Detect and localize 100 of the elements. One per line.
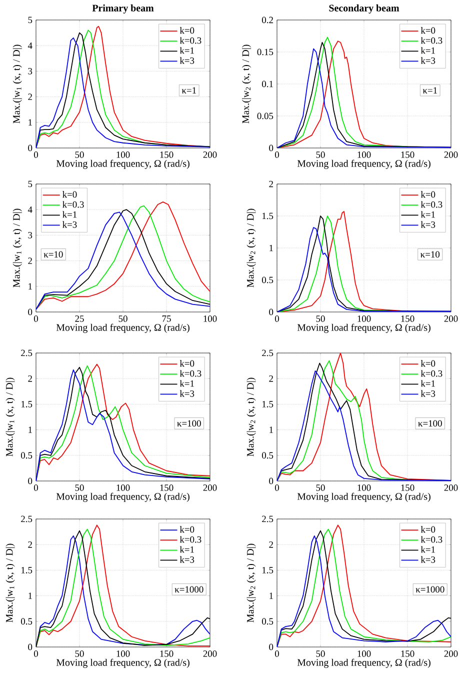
y-tick-label: 2 <box>28 541 32 548</box>
legend-label: k=0.3 <box>180 536 202 543</box>
legend-label: k=0 <box>420 191 436 198</box>
x-tick-label: 0 <box>34 316 38 322</box>
y-tick-label: 1 <box>28 283 32 290</box>
y-axis-title: Max.(|w$_{2}$ (x, t) / D|) <box>246 208 256 288</box>
x-axis-title: Moving load frequency, Ω (rad/s) <box>56 658 190 668</box>
legend-label: k=0.3 <box>420 536 442 543</box>
x-tick-label: 0 <box>34 650 38 657</box>
legend-label: k=3 <box>62 221 77 228</box>
legend-label: k=0 <box>420 526 436 533</box>
y-tick-label: 3 <box>28 232 32 238</box>
y-tick-label: 2 <box>28 375 32 382</box>
chart-title: Primary beam <box>92 4 154 14</box>
x-tick-label: 150 <box>401 152 414 158</box>
y-tick-label: 0.5 <box>262 276 274 284</box>
x-tick-label: 100 <box>358 152 371 158</box>
legend-label: k=1 <box>180 546 194 553</box>
y-axis-title: Max.(|w$_{2}$ (x, t) / D|) <box>246 378 256 456</box>
legend-label: k=0.3 <box>180 370 202 377</box>
y-tick-label: 4 <box>28 206 32 213</box>
y-tick-label: 0.5 <box>262 452 274 459</box>
y-tick-label: 3 <box>28 68 32 74</box>
x-tick-label: 200 <box>444 650 458 657</box>
legend-label: k=0 <box>420 27 436 34</box>
legend-label: k=1 <box>62 211 77 218</box>
legend-label: k=0.3 <box>180 37 202 44</box>
legend-label: k=3 <box>420 556 436 563</box>
y-tick-label: 2 <box>269 541 273 548</box>
legend-label: k=0 <box>62 191 77 198</box>
y-tick-label: 2.5 <box>21 516 32 522</box>
x-tick-label: 50 <box>316 316 325 322</box>
legend-label: k=3 <box>180 57 194 64</box>
x-tick-label: 0 <box>274 650 280 657</box>
legend-label: k=0.3 <box>420 37 442 44</box>
x-tick-label: 100 <box>358 650 371 657</box>
x-tick-label: 200 <box>203 650 217 657</box>
y-tick-label: 1 <box>270 426 273 433</box>
x-axis-title: Moving load frequency, Ω (rad/s) <box>297 492 430 502</box>
x-tick-label: 100 <box>116 152 130 158</box>
x-tick-label: 150 <box>160 650 174 657</box>
y-tick-label: 1 <box>28 426 32 433</box>
y-tick-label: 0 <box>28 308 32 316</box>
x-tick-label: 0 <box>274 152 280 158</box>
y-tick-label: 1.5 <box>262 212 274 220</box>
legend-label: k=3 <box>180 556 194 563</box>
legend-label: k=1 <box>420 211 435 218</box>
x-tick-label: 100 <box>358 484 371 491</box>
x-tick-label: 200 <box>203 152 217 158</box>
x-axis-title: Moving load frequency, Ω (rad/s) <box>56 492 190 502</box>
x-tick-label: 50 <box>316 484 325 491</box>
y-tick-label: 1 <box>270 244 273 252</box>
x-axis-title: Moving load frequency, Ω (rad/s) <box>56 160 190 169</box>
y-tick-label: 1.5 <box>21 567 32 574</box>
y-tick-label: 0 <box>28 144 32 152</box>
x-tick-label: 150 <box>160 152 174 158</box>
legend-label: k=1 <box>420 47 435 54</box>
legend-label: k=3 <box>420 57 436 64</box>
x-tick-label: 200 <box>444 316 458 322</box>
annotation: κ=1 <box>182 87 196 94</box>
x-tick-label: 75 <box>162 316 171 322</box>
x-axis-title: Moving load frequency, Ω (rad/s) <box>297 658 430 668</box>
y-tick-label: 0.2 <box>262 16 273 24</box>
x-tick-label: 100 <box>358 316 371 322</box>
y-axis-title: Max.(|w$_{1}$ (x, t) / D|) <box>6 544 15 622</box>
x-tick-label: 200 <box>444 152 458 158</box>
x-tick-label: 50 <box>75 152 84 158</box>
y-tick-label: 2.5 <box>262 516 274 522</box>
y-tick-label: 0 <box>269 308 274 316</box>
y-tick-label: 1.5 <box>21 401 32 408</box>
y-tick-label: 0 <box>28 478 32 484</box>
y-tick-label: 2 <box>269 180 273 188</box>
annotation: κ=10 <box>44 251 63 258</box>
y-tick-label: 5 <box>28 16 32 24</box>
legend-label: k=3 <box>180 390 194 397</box>
y-axis-title: Max.(|w$_{2}$ (x, t) / D|) <box>246 544 256 622</box>
chart-title: Secondary beam <box>329 4 400 14</box>
x-tick-label: 150 <box>401 650 414 657</box>
x-tick-label: 100 <box>116 650 130 657</box>
y-tick-label: 0.15 <box>257 48 274 56</box>
x-tick-label: 200 <box>444 484 458 491</box>
y-tick-label: 0.5 <box>21 452 32 459</box>
annotation: κ=1 <box>422 87 437 94</box>
y-tick-label: 1 <box>270 592 273 599</box>
y-axis-title: Max.(|w$_{1}$ (x, t) / D|) <box>6 378 15 456</box>
x-axis-title: Moving load frequency, Ω (rad/s) <box>297 324 430 333</box>
y-tick-label: 2.5 <box>21 350 32 356</box>
x-tick-label: 50 <box>75 650 84 657</box>
x-tick-label: 150 <box>401 316 414 322</box>
y-tick-label: 0.5 <box>21 618 32 625</box>
legend-label: k=0.3 <box>420 370 442 377</box>
x-tick-label: 150 <box>160 484 174 491</box>
y-axis-title: Max.(|w$_{2}$ (x, t) / D|) <box>242 44 252 124</box>
annotation: κ=100 <box>418 420 442 427</box>
x-tick-label: 25 <box>75 316 84 322</box>
x-tick-label: 50 <box>316 650 325 657</box>
y-tick-label: 1.5 <box>262 567 274 574</box>
x-tick-label: 50 <box>118 316 128 322</box>
legend-label: k=1 <box>180 47 194 54</box>
y-tick-label: 0.1 <box>262 80 273 88</box>
